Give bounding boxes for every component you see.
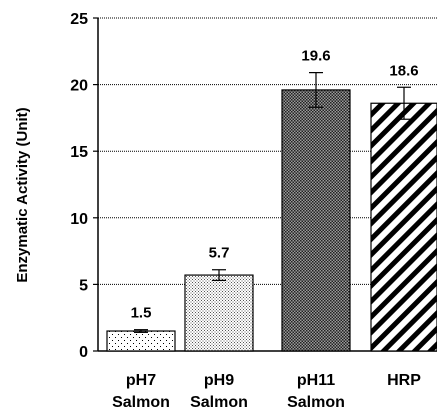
x-tick-label-2-line-1: Salmon bbox=[287, 394, 345, 411]
value-label-1: 5.7 bbox=[209, 245, 230, 262]
value-label-3: 18.6 bbox=[389, 62, 418, 79]
x-tick-labels: pH7 Salmon pH9 Salmon pH11 Salmon HRP bbox=[112, 372, 421, 411]
y-axis-label: Enzymatic Activity (Unit) bbox=[14, 107, 31, 282]
value-label-0: 1.5 bbox=[131, 305, 152, 322]
x-tick-label-0-line-1: Salmon bbox=[112, 394, 170, 411]
error-bar-3 bbox=[397, 86, 411, 120]
y-tick-label: 10 bbox=[70, 211, 88, 228]
x-tick-label-1-line-0: pH9 bbox=[204, 372, 234, 389]
y-tick-label: 5 bbox=[79, 277, 88, 294]
bar-2 bbox=[281, 89, 351, 352]
y-tick-label: 0 bbox=[79, 344, 88, 361]
y-tick-label: 25 bbox=[70, 11, 88, 28]
bars: 1.5 5.7 19.6 18.6 bbox=[106, 48, 437, 352]
y-tick-label: 15 bbox=[70, 144, 88, 161]
error-bar-1 bbox=[212, 269, 226, 282]
x-tick-label-2-line-0: pH11 bbox=[297, 372, 335, 389]
x-tick-label-0-line-0: pH7 bbox=[126, 372, 156, 389]
y-axis: 0 5 10 15 20 25 bbox=[70, 11, 437, 361]
bar-1 bbox=[184, 274, 254, 352]
x-tick-label-1-line-1: Salmon bbox=[190, 394, 248, 411]
bar-3 bbox=[370, 102, 437, 352]
error-bar-0 bbox=[134, 329, 148, 333]
value-label-2: 19.6 bbox=[301, 48, 330, 65]
error-bar-2 bbox=[309, 72, 323, 108]
bar-0 bbox=[106, 330, 176, 352]
x-tick-label-3-line-0: HRP bbox=[387, 372, 421, 389]
y-tick-label: 20 bbox=[70, 78, 88, 95]
